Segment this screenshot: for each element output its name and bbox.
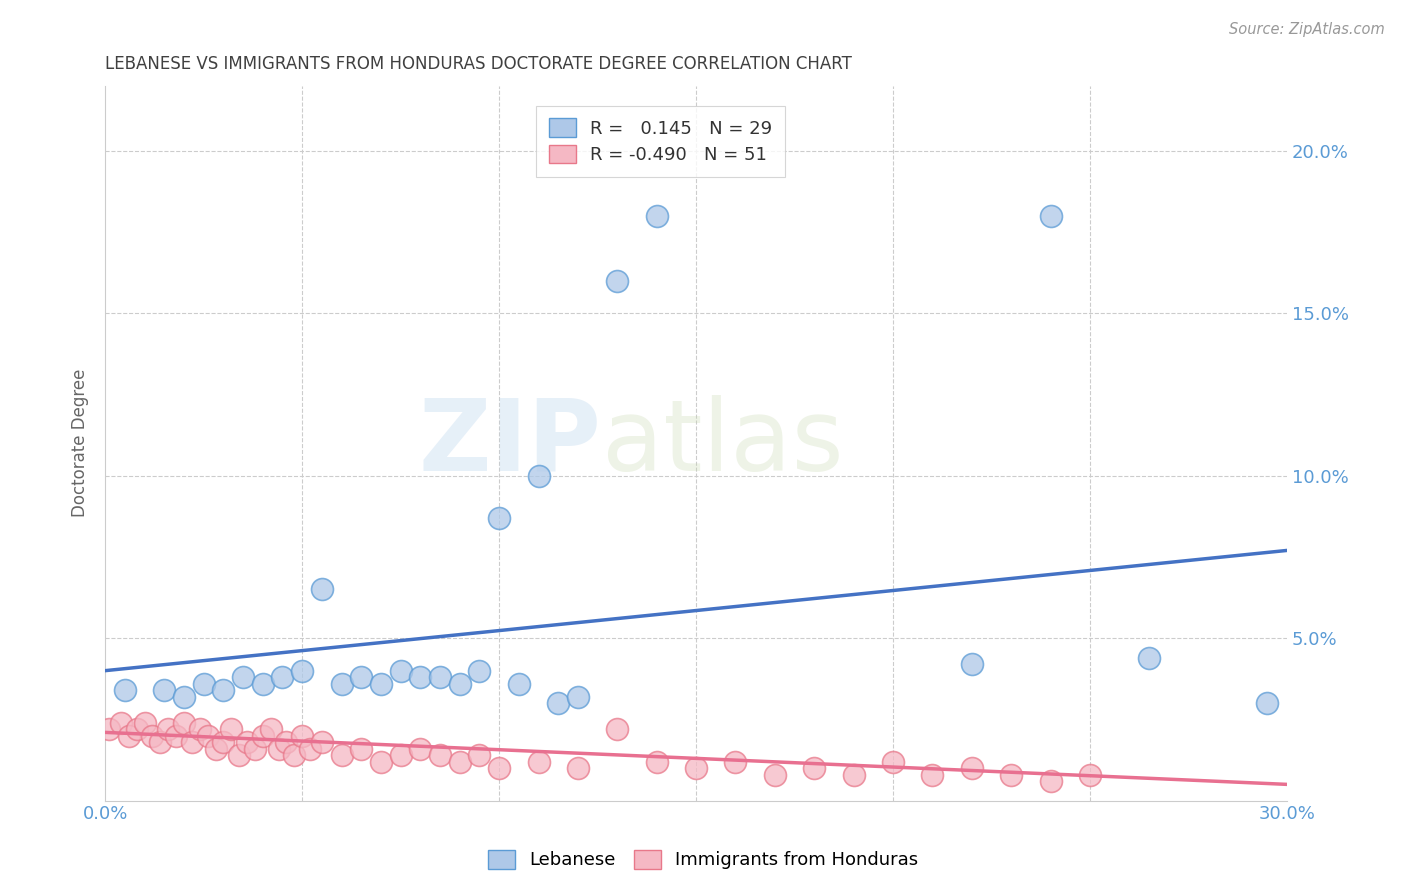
Text: Source: ZipAtlas.com: Source: ZipAtlas.com bbox=[1229, 22, 1385, 37]
Point bbox=[842, 767, 865, 781]
Point bbox=[141, 729, 163, 743]
Point bbox=[204, 741, 226, 756]
Point bbox=[960, 761, 983, 775]
Point bbox=[606, 722, 628, 736]
Point bbox=[527, 755, 550, 769]
Point bbox=[330, 748, 353, 763]
Point bbox=[180, 735, 202, 749]
Point bbox=[153, 683, 176, 698]
Point bbox=[449, 676, 471, 690]
Point bbox=[311, 582, 333, 597]
Point bbox=[567, 690, 589, 704]
Point bbox=[173, 690, 195, 704]
Point bbox=[1137, 650, 1160, 665]
Point bbox=[645, 209, 668, 223]
Point bbox=[488, 761, 510, 775]
Point bbox=[567, 761, 589, 775]
Y-axis label: Doctorate Degree: Doctorate Degree bbox=[72, 369, 89, 517]
Point bbox=[291, 729, 314, 743]
Legend: Lebanese, Immigrants from Honduras: Lebanese, Immigrants from Honduras bbox=[478, 841, 928, 879]
Point bbox=[429, 670, 451, 684]
Point bbox=[1078, 767, 1101, 781]
Point bbox=[350, 670, 373, 684]
Point bbox=[260, 722, 283, 736]
Point bbox=[197, 729, 219, 743]
Point bbox=[370, 755, 392, 769]
Point bbox=[645, 755, 668, 769]
Point bbox=[252, 729, 274, 743]
Point bbox=[330, 676, 353, 690]
Legend: R =   0.145   N = 29, R = -0.490   N = 51: R = 0.145 N = 29, R = -0.490 N = 51 bbox=[536, 105, 785, 177]
Point bbox=[252, 676, 274, 690]
Point bbox=[803, 761, 825, 775]
Point bbox=[882, 755, 904, 769]
Point bbox=[724, 755, 747, 769]
Point bbox=[389, 664, 412, 678]
Text: LEBANESE VS IMMIGRANTS FROM HONDURAS DOCTORATE DEGREE CORRELATION CHART: LEBANESE VS IMMIGRANTS FROM HONDURAS DOC… bbox=[105, 55, 852, 73]
Point bbox=[271, 670, 294, 684]
Point bbox=[276, 735, 298, 749]
Point bbox=[468, 748, 491, 763]
Point bbox=[350, 741, 373, 756]
Point bbox=[685, 761, 707, 775]
Point bbox=[98, 722, 121, 736]
Point bbox=[449, 755, 471, 769]
Point bbox=[125, 722, 148, 736]
Point bbox=[232, 670, 254, 684]
Point bbox=[299, 741, 322, 756]
Point bbox=[606, 274, 628, 288]
Point bbox=[311, 735, 333, 749]
Point bbox=[508, 676, 530, 690]
Point bbox=[409, 670, 432, 684]
Point bbox=[165, 729, 187, 743]
Point bbox=[173, 715, 195, 730]
Text: ZIP: ZIP bbox=[419, 395, 602, 491]
Point bbox=[921, 767, 943, 781]
Point bbox=[267, 741, 290, 756]
Point bbox=[409, 741, 432, 756]
Point bbox=[228, 748, 250, 763]
Point bbox=[157, 722, 180, 736]
Point bbox=[291, 664, 314, 678]
Point bbox=[212, 683, 235, 698]
Point bbox=[429, 748, 451, 763]
Point bbox=[1039, 774, 1062, 789]
Point bbox=[370, 676, 392, 690]
Point bbox=[389, 748, 412, 763]
Point bbox=[212, 735, 235, 749]
Point bbox=[118, 729, 141, 743]
Point bbox=[763, 767, 786, 781]
Point bbox=[110, 715, 132, 730]
Point bbox=[283, 748, 305, 763]
Point bbox=[547, 696, 569, 710]
Point bbox=[134, 715, 156, 730]
Point bbox=[960, 657, 983, 672]
Point bbox=[1000, 767, 1022, 781]
Point bbox=[149, 735, 172, 749]
Text: atlas: atlas bbox=[602, 395, 844, 491]
Point bbox=[114, 683, 136, 698]
Point bbox=[468, 664, 491, 678]
Point bbox=[1256, 696, 1278, 710]
Point bbox=[1039, 209, 1062, 223]
Point bbox=[243, 741, 266, 756]
Point bbox=[188, 722, 211, 736]
Point bbox=[236, 735, 259, 749]
Point bbox=[193, 676, 215, 690]
Point bbox=[488, 511, 510, 525]
Point bbox=[527, 468, 550, 483]
Point bbox=[219, 722, 242, 736]
